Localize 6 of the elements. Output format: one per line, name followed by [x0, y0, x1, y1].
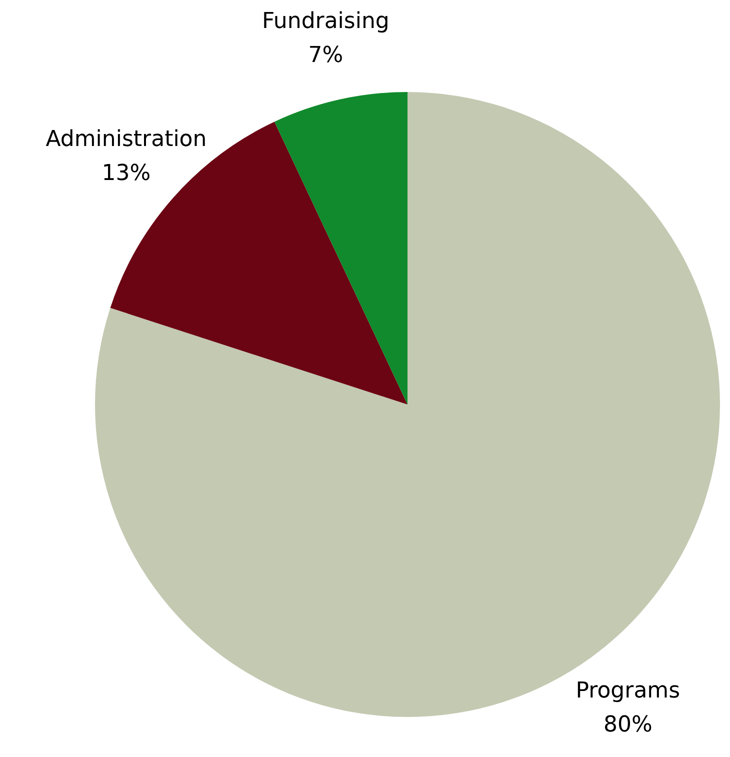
data-label: 7% — [308, 43, 344, 68]
slice-label: Programs — [576, 678, 680, 704]
data-label: 80% — [603, 712, 652, 738]
slice-label: Administration — [46, 127, 207, 152]
slice-label: Fundraising — [262, 9, 390, 34]
data-label: 13% — [102, 161, 151, 186]
